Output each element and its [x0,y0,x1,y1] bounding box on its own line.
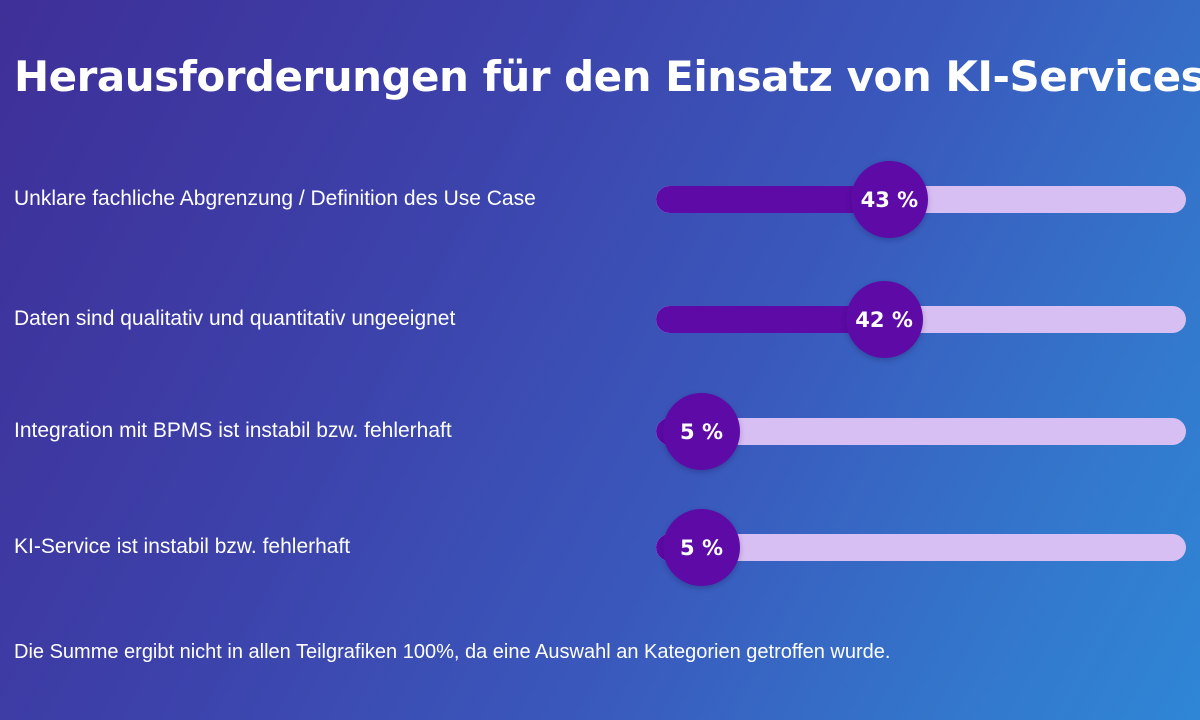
category-label: KI-Service ist instabil bzw. fehlerhaft [14,535,351,558]
value-label-bubble: 43 % [850,161,928,238]
value-label-bubble: 5 % [663,393,740,470]
bar-row: Integration mit BPMS ist instabil bzw. f… [0,386,1200,476]
bar-row: Daten sind qualitativ und quantitativ un… [0,274,1200,364]
bar-row: KI-Service ist instabil bzw. fehlerhaft 5… [0,502,1200,592]
chart-title: Herausforderungen für den Einsatz von KI… [14,52,1200,101]
category-label: Daten sind qualitativ und quantitativ un… [14,307,456,330]
value-label-bubble: 42 % [845,281,923,358]
category-label: Integration mit BPMS ist instabil bzw. f… [14,419,452,442]
bar-row: Unklare fachliche Abgrenzung / Definitio… [0,154,1200,244]
value-label-bubble: 5 % [663,509,740,586]
bar-fill [656,186,889,213]
footnote: Die Summe ergibt nicht in allen Teilgraf… [14,641,891,663]
category-label: Unklare fachliche Abgrenzung / Definitio… [14,187,536,210]
